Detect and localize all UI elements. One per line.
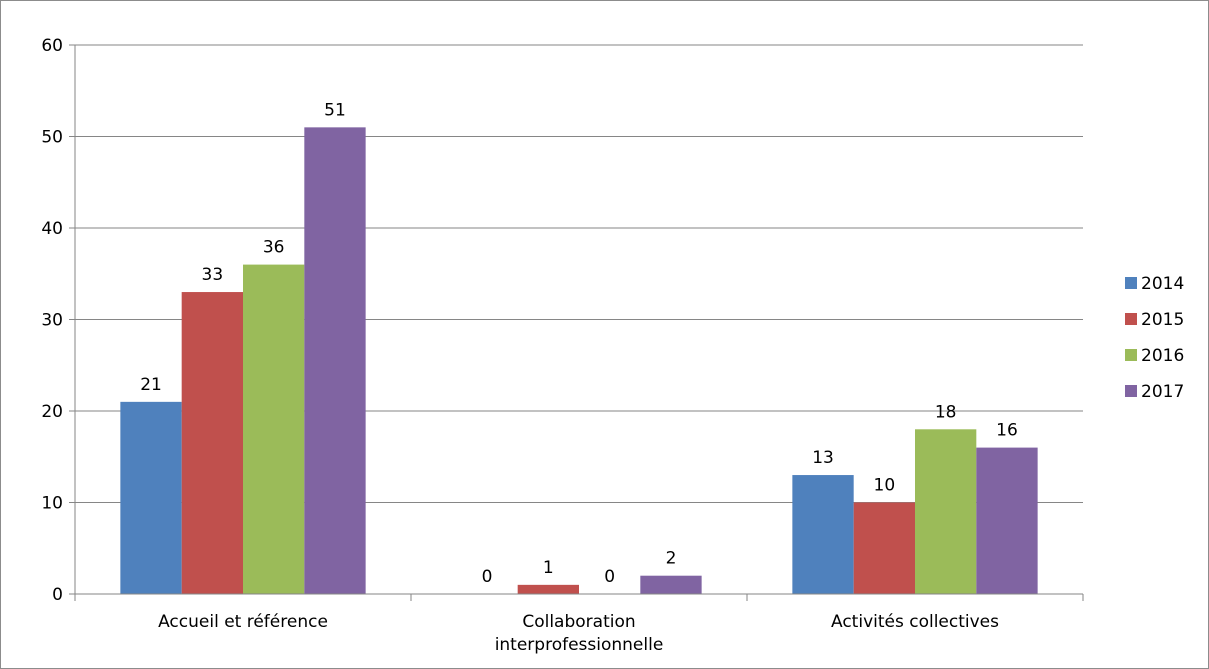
legend-label: 2017 (1141, 382, 1184, 402)
data-label: 0 (604, 567, 615, 587)
data-label: 18 (935, 402, 957, 422)
x-category-label-line: Collaboration (522, 612, 635, 632)
y-tick-label: 30 (41, 311, 63, 331)
y-tick-label: 60 (41, 36, 63, 56)
data-labels: 21 0 13 33 1 10 36 0 18 51 2 16 (140, 100, 1018, 587)
legend-swatch-2016 (1125, 349, 1137, 361)
bar-2014 (792, 475, 854, 594)
data-label: 1 (543, 558, 554, 578)
legend-swatch-2015 (1125, 313, 1137, 325)
bar-2016 (243, 264, 305, 594)
y-tick-label: 10 (41, 494, 63, 514)
x-category-label-line: Accueil et référence (158, 612, 328, 632)
x-category-label-line: interprofessionnelle (495, 635, 664, 655)
legend-label: 2014 (1141, 274, 1184, 294)
bar-2015 (517, 584, 579, 594)
legend-swatch-2014 (1125, 277, 1137, 289)
data-label: 51 (324, 100, 346, 120)
data-label: 21 (140, 375, 162, 395)
bar-2015 (181, 292, 243, 594)
y-tick-label: 50 (41, 128, 63, 148)
bar-2014 (120, 401, 182, 594)
data-label: 10 (874, 476, 896, 496)
legend-swatch-2017 (1125, 385, 1137, 397)
legend-label: 2015 (1141, 310, 1184, 330)
y-tick-label: 20 (41, 402, 63, 422)
y-tick-label: 0 (52, 585, 63, 605)
bar-2016 (915, 429, 977, 594)
x-category-label: Activités collectives (831, 612, 999, 632)
legend: 2014 2015 2016 2017 (1125, 274, 1184, 402)
data-label: 16 (996, 421, 1018, 441)
data-label: 2 (666, 549, 677, 569)
data-label: 0 (482, 567, 493, 587)
bars (120, 127, 1038, 594)
data-label: 33 (202, 265, 224, 285)
x-category-label: Accueil et référence (158, 612, 328, 632)
y-tick-label: 40 (41, 219, 63, 239)
data-label: 36 (263, 238, 285, 258)
bar-2017 (304, 127, 366, 594)
bar-2017 (640, 575, 702, 594)
bar-2015 (853, 502, 915, 594)
x-category-label-line: Activités collectives (831, 612, 999, 632)
legend-label: 2016 (1141, 346, 1184, 366)
bar-2017 (976, 447, 1038, 594)
data-label: 13 (812, 448, 834, 468)
x-category-label: Collaboration interprofessionnelle (495, 612, 664, 655)
